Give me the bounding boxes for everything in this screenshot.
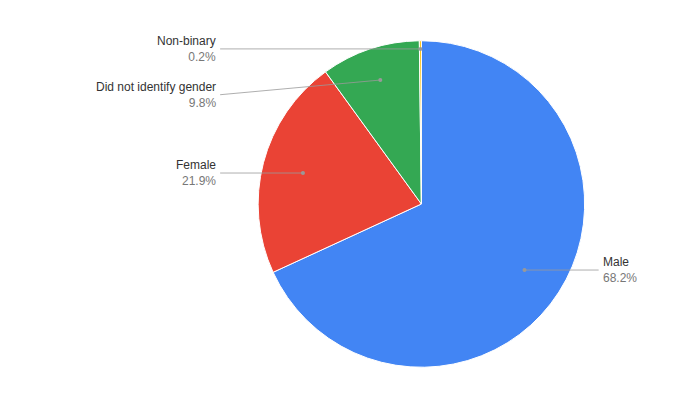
svg-text:Female21.9%: Female21.9% [176,158,216,188]
svg-text:Non-binary0.2%: Non-binary0.2% [157,34,216,64]
svg-text:Did not identify gender9.8%: Did not identify gender9.8% [96,80,216,110]
svg-text:Male68.2%: Male68.2% [603,255,637,285]
